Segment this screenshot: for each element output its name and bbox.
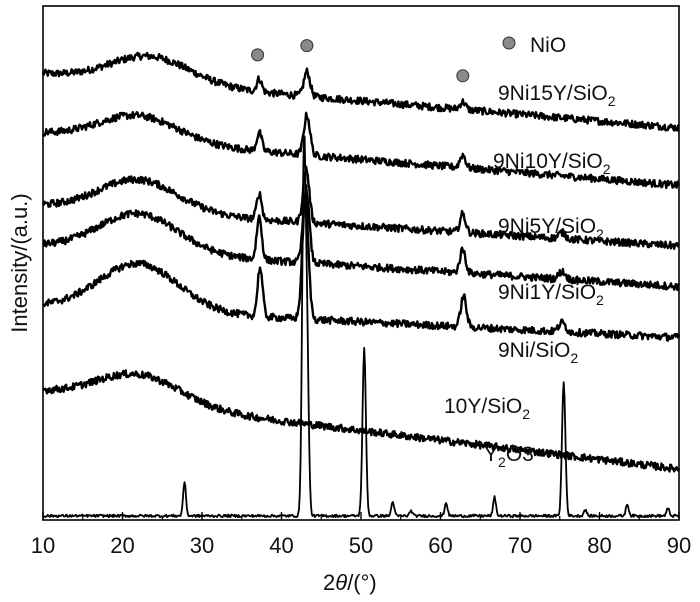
series-label-y2o3: Y2O3 xyxy=(484,443,534,470)
series-line-9ni5y-sio2 xyxy=(42,165,680,251)
nio-marker-0 xyxy=(251,48,265,62)
x-tick-label: 20 xyxy=(110,533,134,558)
x-tick-label: 10 xyxy=(31,533,55,558)
nio-marker-2 xyxy=(456,69,470,83)
series-label-9ni1y: 9Ni1Y/SiO2 xyxy=(498,281,604,308)
x-axis-title: 2θ/(°) xyxy=(323,570,377,595)
x-tick-label: 90 xyxy=(667,533,691,558)
x-axis-ticks: 10 20 30 40 50 60 70 80 90 xyxy=(31,512,691,558)
series-label-9ni10y: 9Ni10Y/SiO2 xyxy=(493,150,611,177)
series-label-9ni: 9Ni/SiO2 xyxy=(498,339,578,366)
plot-lines xyxy=(41,51,681,519)
nio-marker-1 xyxy=(300,39,314,53)
series-label-9ni5y: 9Ni5Y/SiO2 xyxy=(498,215,604,242)
x-tick-label: 50 xyxy=(349,533,373,558)
series-label-9ni15y: 9Ni15Y/SiO2 xyxy=(498,82,616,109)
x-tick-label: 40 xyxy=(269,533,293,558)
legend-nio-label: NiO xyxy=(530,34,566,57)
series-line-9ni10y-sio2 xyxy=(41,110,680,190)
x-tick-label: 70 xyxy=(508,533,532,558)
legend: NiO xyxy=(502,34,566,57)
x-tick-label: 60 xyxy=(428,533,452,558)
legend-nio-marker xyxy=(502,36,516,50)
x-tick-label: 80 xyxy=(587,533,611,558)
series-line-9ni1y-sio2 xyxy=(42,184,681,292)
nio-markers xyxy=(251,39,470,83)
series-line-y2o3 xyxy=(42,135,680,519)
series-line-10y-sio2 xyxy=(42,369,681,473)
x-tick-label: 30 xyxy=(190,533,214,558)
series-label-10y: 10Y/SiO2 xyxy=(444,395,530,422)
series-line-9ni-sio2 xyxy=(42,200,681,342)
series-line-9ni15y-sio2 xyxy=(41,51,680,132)
y-axis-title: Intensity/(a.u.) xyxy=(7,193,32,332)
